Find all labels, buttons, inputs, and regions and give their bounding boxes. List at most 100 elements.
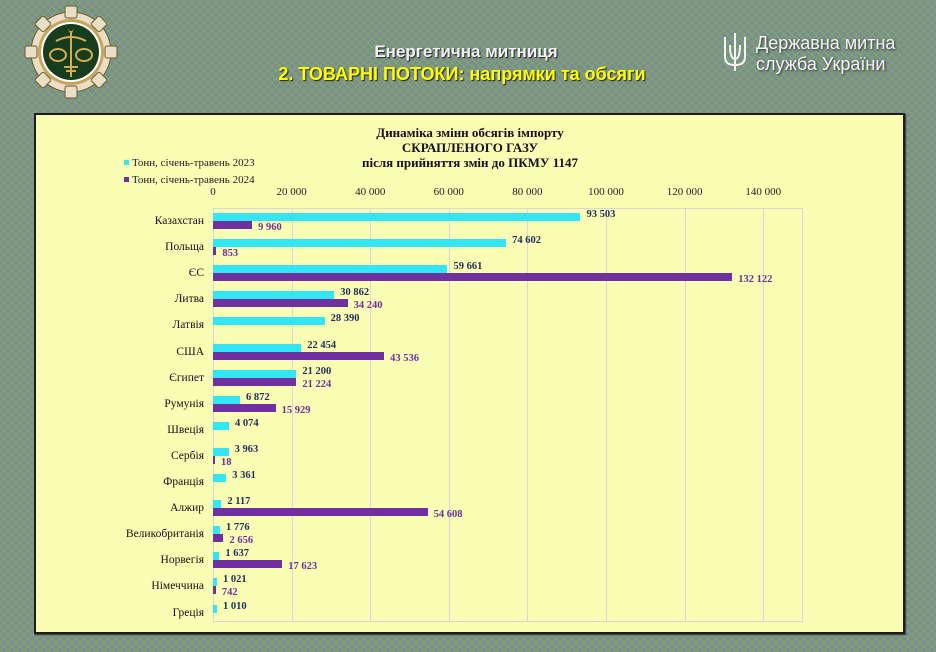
value-label-2024: 132 122 — [738, 274, 773, 286]
value-label-2024: 2 656 — [229, 535, 254, 547]
agency-name-line1: Державна митна — [756, 33, 896, 53]
bar-2023 — [213, 239, 507, 248]
legend-label-2024: Тонн, січень-травень 2024 — [132, 173, 255, 186]
gridline — [448, 208, 450, 622]
bar-2023 — [213, 291, 335, 300]
x-tick-label: 0 — [210, 186, 216, 198]
bar-2023 — [213, 500, 222, 509]
value-label-2023: 4 074 — [235, 417, 259, 429]
legend-swatch-2024 — [124, 177, 129, 182]
value-label-2023: 22 454 — [307, 339, 337, 351]
value-label-2024: 15 929 — [281, 404, 311, 416]
value-label-2023: 3 963 — [234, 443, 259, 455]
bar-2024 — [213, 299, 348, 308]
value-label-2024: 742 — [221, 587, 238, 599]
value-label-2023: 21 200 — [302, 365, 332, 377]
gridline — [370, 208, 372, 622]
gridline — [684, 208, 686, 622]
category-label: Греція — [172, 606, 204, 619]
value-label-2023: 28 390 — [330, 313, 360, 325]
bar-2023 — [213, 474, 227, 482]
bar-2024 — [213, 455, 215, 464]
customs-emblem-icon — [24, 5, 118, 99]
value-label-2023: 6 872 — [246, 391, 270, 403]
value-label-2024: 18 — [221, 456, 232, 468]
bar-2023 — [213, 369, 297, 378]
bar-2023 — [213, 604, 217, 613]
value-label-2023: 59 661 — [453, 261, 483, 273]
value-label-2023: 2 117 — [227, 496, 251, 508]
value-label-2024: 54 608 — [433, 509, 463, 521]
bar-2023 — [213, 317, 325, 326]
bar-2024 — [213, 351, 385, 360]
category-label: Швеція — [167, 423, 204, 436]
gridline — [291, 208, 293, 622]
legend-item-2023: Тонн, січень-травень 2023 — [124, 154, 255, 171]
bar-2023 — [213, 265, 448, 274]
value-label-2024: 9 960 — [258, 222, 282, 233]
chart-title-line3: після прийняття змін до ПКМУ 1147 — [361, 155, 578, 170]
bar-2023 — [213, 343, 302, 352]
category-label: Казахстан — [154, 215, 204, 227]
bar-2024 — [213, 273, 733, 282]
category-label: Німеччина — [151, 580, 204, 593]
bar-2024 — [213, 508, 428, 517]
legend-item-2024: Тонн, січень-травень 2024 — [124, 171, 255, 188]
bar-2023 — [213, 421, 229, 430]
x-tick-label: 140 000 — [745, 186, 782, 198]
x-tick-label: 120 000 — [666, 186, 703, 198]
value-label-2023: 1 637 — [225, 548, 250, 560]
value-label-2024: 21 224 — [302, 378, 332, 390]
chart-title: Динаміка змінн обсягів імпорту СКРАПЛЕНО… — [330, 125, 610, 170]
agency-name-line2: служба України — [756, 54, 886, 74]
bar-2024 — [213, 403, 276, 412]
value-label-2023: 1 010 — [222, 600, 247, 612]
chart-panel — [34, 113, 905, 634]
bar-2024 — [213, 377, 297, 386]
bar-2023 — [213, 552, 220, 561]
legend-swatch-2023 — [124, 160, 129, 165]
category-label: Литва — [174, 293, 204, 306]
value-label-2023: 30 862 — [340, 287, 370, 299]
value-label-2023: 93 503 — [586, 209, 616, 220]
value-label-2023: 74 602 — [512, 235, 542, 247]
trident-icon — [722, 31, 748, 78]
bar-2023 — [213, 526, 220, 535]
gridline — [527, 208, 529, 622]
bar-2023 — [213, 447, 229, 456]
bar-2024 — [213, 247, 217, 256]
value-label-2024: 17 623 — [288, 561, 318, 573]
value-label-2024: 34 240 — [353, 300, 383, 312]
x-tick-label: 20 000 — [276, 186, 307, 198]
gridline — [606, 208, 607, 622]
category-label: Алжир — [170, 502, 204, 515]
value-label-2023: 3 361 — [232, 470, 256, 481]
x-tick-label: 60 000 — [433, 186, 464, 198]
chart-title-line2: СКРАПЛЕНОГО ГАЗУ — [401, 140, 539, 155]
plot-area — [213, 208, 803, 622]
bar-2024 — [213, 560, 283, 569]
bar-2023 — [213, 578, 217, 587]
value-label-2024: 853 — [222, 248, 239, 260]
x-tick-label: 100 000 — [588, 186, 624, 198]
value-label-2024: 43 536 — [390, 352, 419, 364]
chart-title-line1: Динаміка змінн обсягів імпорту — [376, 125, 564, 140]
bar-2023 — [213, 395, 240, 404]
agency-logo: Державна митна служба України — [722, 32, 895, 76]
category-label: Франція — [163, 476, 204, 488]
category-label: Латвія — [172, 319, 204, 332]
page-subtitle: 2. ТОВАРНІ ПОТОКИ: напрямки та обсяги — [278, 64, 646, 84]
category-label: Норвегія — [160, 554, 204, 567]
bar-2024 — [213, 586, 216, 595]
bar-2024 — [213, 221, 253, 229]
category-label: США — [176, 345, 204, 358]
category-label: Польща — [165, 241, 204, 254]
bar-2023 — [213, 213, 581, 221]
legend-label-2023: Тонн, січень-травень 2023 — [132, 156, 255, 169]
category-label: Румунія — [164, 397, 204, 410]
category-label: Єгипет — [169, 371, 204, 384]
page-title: Енергетична митниця — [374, 42, 558, 61]
value-label-2023: 1 776 — [225, 522, 250, 534]
chart-legend: Тонн, січень-травень 2023 Тонн, січень-т… — [124, 154, 255, 188]
value-label-2023: 1 021 — [223, 574, 247, 586]
